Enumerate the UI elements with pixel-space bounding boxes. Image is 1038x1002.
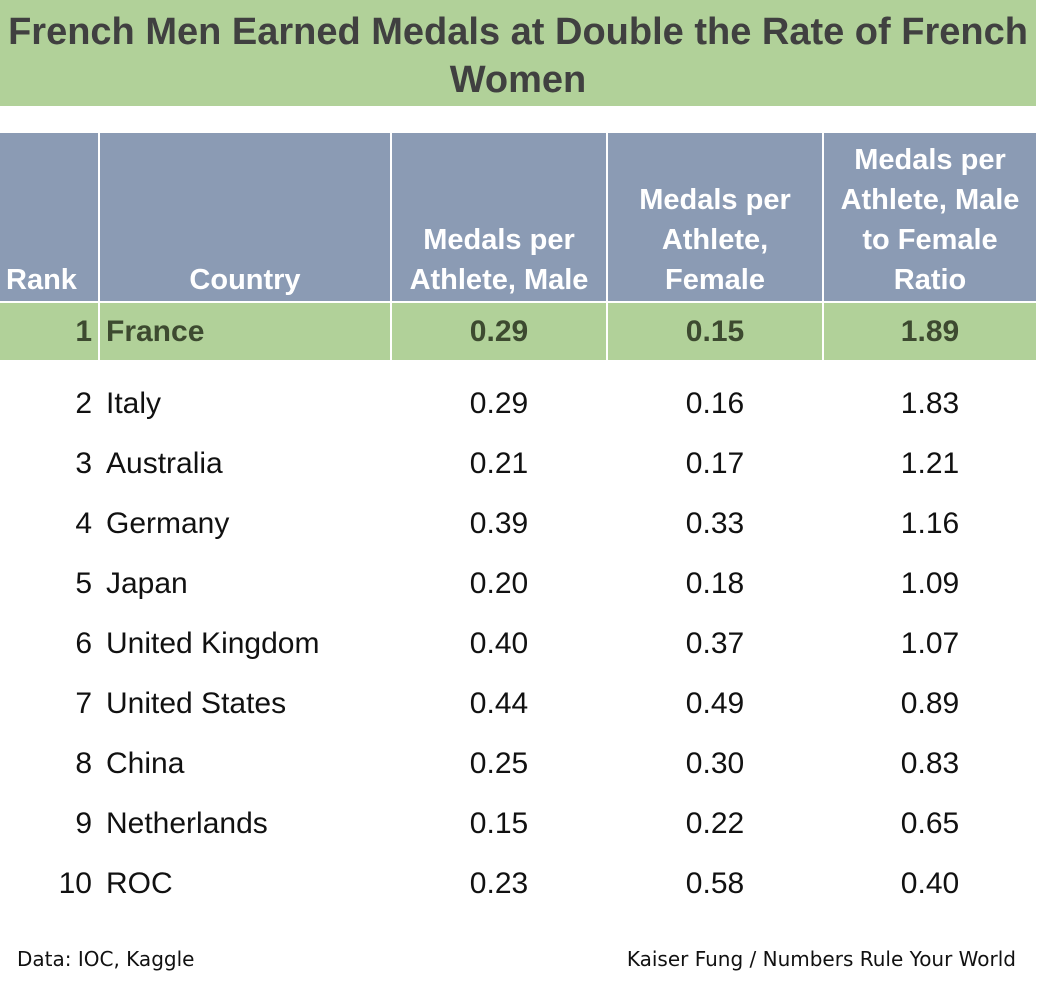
header-female: Medals per Athlete, Female	[608, 133, 822, 301]
highlight-cell-rank	[0, 303, 98, 360]
ratio-value-cell: 1.21	[900, 447, 960, 480]
country-cell: China	[106, 747, 185, 780]
header-rank: Rank	[0, 133, 98, 301]
highlight-cell-country	[100, 303, 390, 360]
female-value-cell: 0.37	[685, 627, 745, 660]
male-value-cell: 0.39	[469, 507, 529, 540]
country-cell: Japan	[106, 567, 188, 600]
table-row: 9 Netherlands 0.15 0.22 0.65	[0, 794, 1036, 854]
header-rank-label: Rank	[6, 264, 77, 296]
chart-title: French Men Earned Medals at Double the R…	[8, 11, 1028, 101]
female-value-cell: 0.33	[685, 507, 745, 540]
male-value-cell: 0.23	[469, 867, 529, 900]
country-cell: Australia	[106, 447, 223, 480]
rank-cell: 1	[75, 315, 92, 348]
female-value-cell: 0.18	[685, 567, 745, 600]
male-value-cell: 0.21	[469, 447, 529, 480]
table-row: 2 Italy 0.29 0.16 1.83	[0, 374, 1036, 434]
table-row: 7 United States 0.44 0.49 0.89	[0, 674, 1036, 734]
country-cell: France	[106, 315, 205, 348]
column-divider	[606, 133, 608, 360]
country-cell: Italy	[106, 387, 162, 420]
male-value-cell: 0.29	[469, 315, 529, 348]
female-value-cell: 0.30	[685, 747, 745, 780]
table-row: 8 China 0.25 0.30 0.83	[0, 734, 1036, 794]
header-ratio: Medals per Athlete, Male to Female Ratio	[824, 133, 1036, 301]
ratio-value-cell: 1.09	[900, 567, 960, 600]
ratio-value-cell: 1.07	[900, 627, 960, 660]
header-country-label: Country	[189, 264, 301, 296]
rank-cell: 8	[75, 747, 92, 780]
male-value-cell: 0.20	[469, 567, 529, 600]
highlight-cell-ratio	[824, 303, 1036, 360]
ratio-value-cell: 0.65	[900, 807, 960, 840]
rank-cell: 9	[75, 807, 92, 840]
rank-cell: 4	[75, 507, 92, 540]
header-country: Country	[100, 133, 390, 301]
male-value-cell: 0.44	[469, 687, 529, 720]
ratio-value-cell: 1.16	[900, 507, 960, 540]
country-cell: ROC	[106, 867, 173, 900]
rank-cell: 2	[75, 387, 92, 420]
female-value-cell: 0.49	[685, 687, 745, 720]
table-row: 10 ROC 0.23 0.58 0.40	[0, 854, 1036, 914]
female-value-cell: 0.22	[685, 807, 745, 840]
title-band	[0, 0, 1036, 106]
column-divider	[822, 133, 824, 360]
male-value-cell: 0.29	[469, 387, 529, 420]
rank-cell: 7	[75, 687, 92, 720]
ratio-value-cell: 0.83	[900, 747, 960, 780]
female-value-cell: 0.58	[685, 867, 745, 900]
rank-cell: 6	[75, 627, 92, 660]
country-cell: United Kingdom	[106, 627, 320, 660]
female-value-cell: 0.17	[685, 447, 745, 480]
rank-cell: 10	[58, 867, 92, 900]
header-male: Medals per Athlete, Male	[392, 133, 606, 301]
header-female-label: Medals per Athlete, Female	[639, 184, 791, 296]
column-divider	[98, 133, 100, 360]
header-ratio-label: Medals per Athlete, Male to Female Ratio	[840, 144, 1020, 296]
ratio-value-cell: 1.83	[900, 387, 960, 420]
column-divider	[390, 133, 392, 360]
female-value-cell: 0.15	[685, 315, 745, 348]
female-value-cell: 0.16	[685, 387, 745, 420]
male-value-cell: 0.25	[469, 747, 529, 780]
country-cell: United States	[106, 687, 287, 720]
highlight-cell-female	[608, 303, 822, 360]
table-row: 4 Germany 0.39 0.33 1.16	[0, 494, 1036, 554]
header-male-label: Medals per Athlete, Male	[409, 224, 589, 296]
ratio-value-cell: 0.40	[900, 867, 960, 900]
table-row: 3 Australia 0.21 0.17 1.21	[0, 434, 1036, 494]
rank-cell: 3	[75, 447, 92, 480]
source-note: Data: IOC, Kaggle	[17, 947, 195, 971]
table-row: 5 Japan 0.20 0.18 1.09	[0, 554, 1036, 614]
table-row-highlighted: 1 France 0.29 0.15 1.89	[0, 302, 1036, 362]
credit-note: Kaiser Fung / Numbers Rule Your World	[626, 947, 1016, 971]
male-value-cell: 0.15	[469, 807, 529, 840]
ratio-value-cell: 1.89	[900, 315, 960, 348]
country-cell: Netherlands	[106, 807, 268, 840]
male-value-cell: 0.40	[469, 627, 529, 660]
highlight-cell-male	[392, 303, 606, 360]
table-row: 6 United Kingdom 0.40 0.37 1.07	[0, 614, 1036, 674]
country-cell: Germany	[106, 507, 230, 540]
ratio-value-cell: 0.89	[900, 687, 960, 720]
rank-cell: 5	[75, 567, 92, 600]
